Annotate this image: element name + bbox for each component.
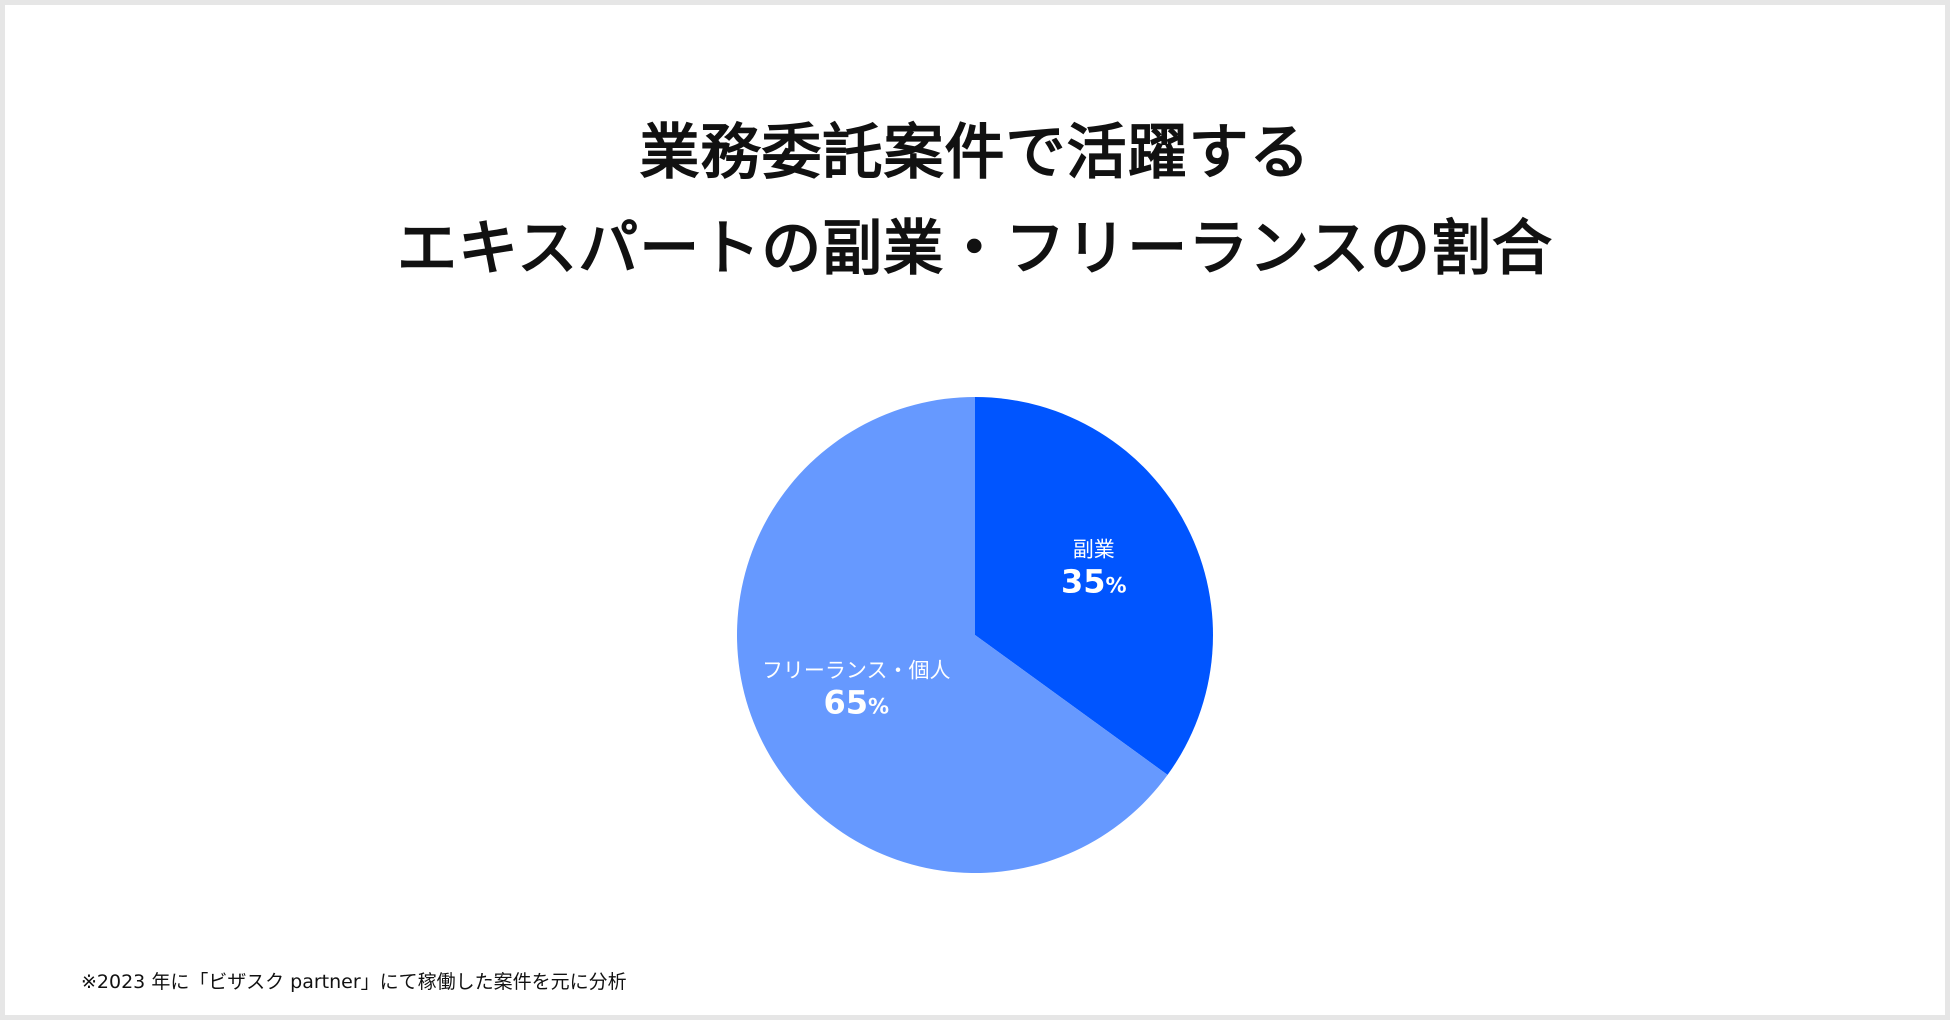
chart-title: 業務委託案件で活躍する エキスパートの副業・フリーランスの割合 [5,105,1945,297]
footnote: ※2023 年に「ビザスク partner」にて稼働した案件を元に分析 [81,971,627,993]
pie-slice-2 [736,397,1168,874]
chart-title-line-2: エキスパートの副業・フリーランスの割合 [397,214,1553,284]
slice-value-2: 65% [823,684,889,722]
slice-value-1: 35% [1061,562,1127,600]
slice-label-1: 副業 [1073,537,1115,561]
pie-slice-1 [975,397,1213,775]
chart-title-line-1: 業務委託案件で活躍する [639,118,1311,188]
chart-card: 業務委託案件で活躍する エキスパートの副業・フリーランスの割合 副業 35% フリー… [5,5,1945,1015]
slice-label-2: フリーランス・個人 [762,659,951,683]
